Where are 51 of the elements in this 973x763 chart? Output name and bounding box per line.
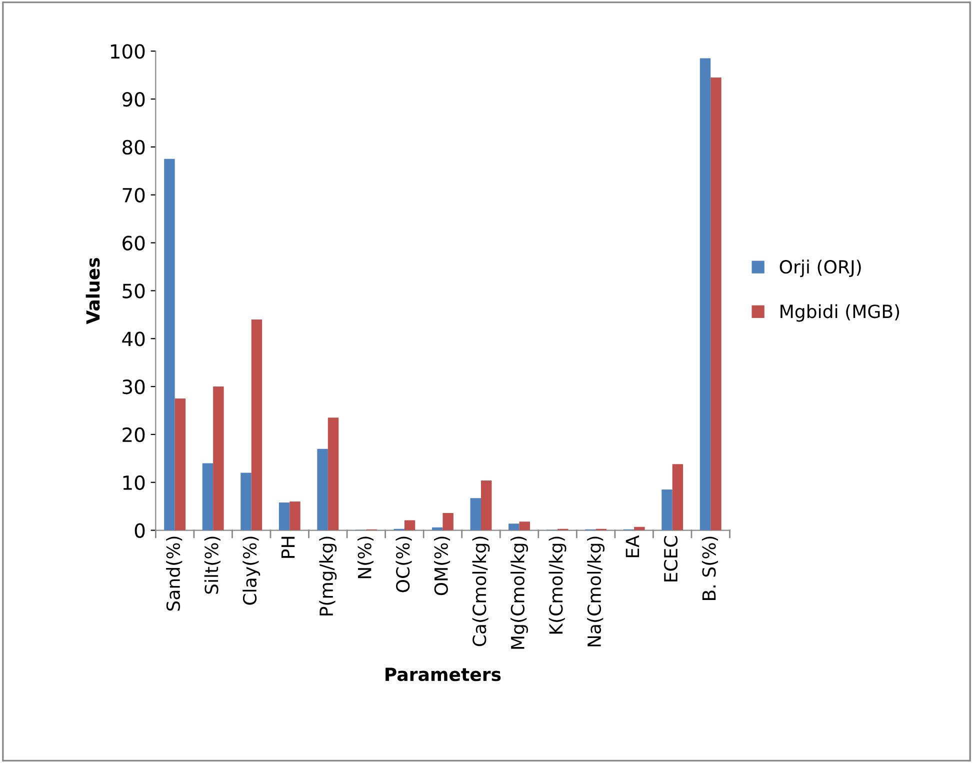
bar xyxy=(290,502,300,530)
y-tick-label: 0 xyxy=(134,523,145,538)
legend-label: Orji (ORJ) xyxy=(780,260,861,278)
bar xyxy=(213,386,224,530)
x-tick-label: Ca(Cmol/kg) xyxy=(472,536,490,646)
bar xyxy=(662,490,672,530)
x-axis-title: Parameters xyxy=(386,668,501,682)
bar xyxy=(174,398,186,530)
y-tick-label: 80 xyxy=(122,140,145,155)
bar xyxy=(164,158,175,530)
y-axis-title: Values xyxy=(86,258,100,324)
x-tick-label: EA xyxy=(626,535,640,558)
y-tick-label: 30 xyxy=(122,379,145,394)
x-tick-label: OM(%) xyxy=(434,536,450,596)
x-tick-label: ECEC xyxy=(664,536,678,582)
y-tick-label: 20 xyxy=(122,427,145,442)
y-tick-label: 100 xyxy=(110,44,145,59)
bar xyxy=(519,522,530,530)
x-tick-label: Silt(%) xyxy=(204,536,220,594)
bar xyxy=(442,513,454,530)
x-tick-label: K(Cmol/kg) xyxy=(548,536,566,634)
x-tick-label: Mg(Cmol/kg) xyxy=(510,536,528,649)
y-tick-label: 70 xyxy=(122,188,145,203)
x-tick-label: Na(Cmol/kg) xyxy=(587,536,605,646)
legend-label: Mgbidi (MGB) xyxy=(780,304,900,322)
bar xyxy=(672,464,684,530)
bar xyxy=(404,520,416,530)
y-tick-label: 50 xyxy=(122,284,145,298)
y-tick-label: 10 xyxy=(123,475,145,490)
bar xyxy=(700,58,711,530)
x-tick-label: P(mg/kg) xyxy=(319,536,337,616)
x-tick-label: N(%) xyxy=(357,536,374,578)
bar xyxy=(278,502,290,530)
bar xyxy=(634,526,645,530)
y-tick-label: 90 xyxy=(122,92,145,107)
bar xyxy=(317,448,328,530)
bar xyxy=(240,472,252,530)
bar xyxy=(202,463,214,530)
bar xyxy=(508,524,520,530)
x-tick-label: B. S(%) xyxy=(702,536,718,600)
x-tick-label: Clay(%) xyxy=(242,536,260,605)
bar xyxy=(251,319,262,530)
x-tick-label: Sand(%) xyxy=(166,536,182,611)
x-tick-label: OC(%) xyxy=(396,536,412,592)
bar xyxy=(480,480,492,530)
bar xyxy=(710,77,722,530)
y-tick-label: 40 xyxy=(122,332,145,346)
bar xyxy=(470,498,481,530)
y-tick-label: 60 xyxy=(122,236,145,250)
bar xyxy=(328,418,339,530)
x-tick-label: PH xyxy=(281,536,295,558)
